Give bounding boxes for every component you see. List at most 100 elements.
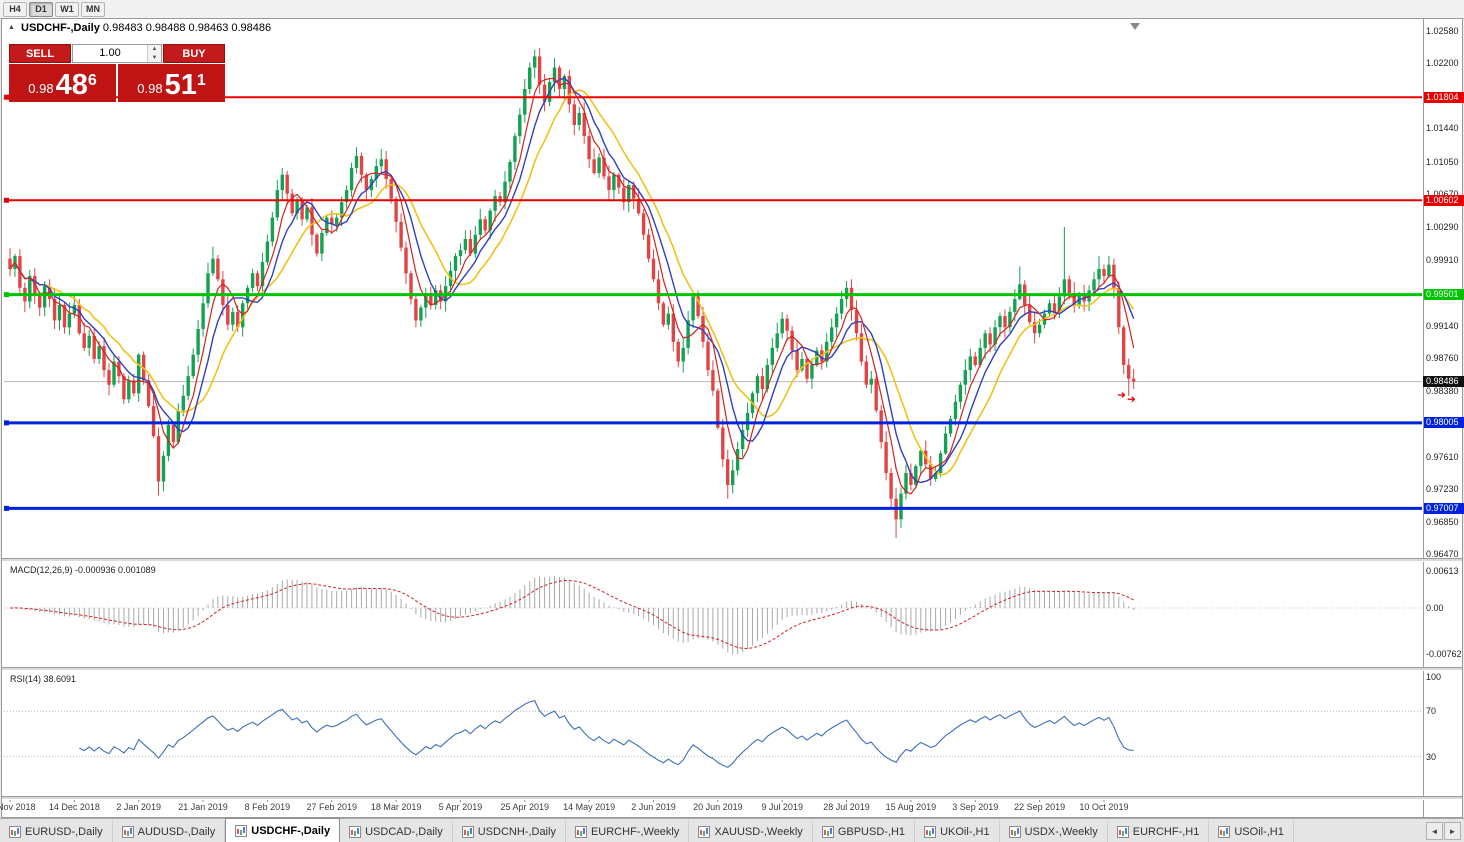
price-tick-label: 0.97230	[1426, 484, 1459, 495]
trade-panel-prices: 0.98 48 6 0.98 51 1	[9, 64, 225, 102]
timeframe-button-h4[interactable]: H4	[3, 1, 27, 17]
date-label: 28 Jul 2019	[823, 802, 870, 812]
chart-icon	[1116, 825, 1129, 838]
macd-indicator-label: MACD(12,26,9) -0.000936 0.001089	[10, 565, 156, 575]
price-tick-label: 1.00290	[1426, 221, 1459, 232]
price-tick-label: 1.02580	[1426, 25, 1459, 36]
chart-tab-label: EURCHF-,H1	[1132, 825, 1200, 838]
chart-tab-usdx-weekly[interactable]: USDX-,Weekly	[1000, 821, 1108, 842]
date-label: 27 Feb 2019	[306, 802, 358, 812]
tabs-scroll-left-button[interactable]: ◄	[1426, 822, 1443, 840]
macd-axis-label: -0.00762	[1426, 648, 1462, 659]
chart-tab-label: GBPUSD-,H1	[837, 825, 906, 838]
chart-tab-eurusd-daily[interactable]: EURUSD-,Daily	[0, 821, 113, 842]
level-anchor-handle	[4, 420, 9, 426]
date-label: 20 Jun 2019	[693, 802, 743, 812]
trade-panel-controls: SELL 1.00 ▲ ▼ BUY	[9, 44, 225, 63]
sell-price-pips: 48	[55, 69, 88, 101]
chart-icon	[574, 825, 587, 838]
price-tick-label: 1.02200	[1426, 58, 1459, 69]
chart-canvas[interactable]	[2, 19, 1462, 817]
sell-arrow-marker	[1127, 396, 1136, 403]
chart-tab-label: USDCNH-,Daily	[477, 825, 556, 838]
chart-tab-eurchf-weekly[interactable]: EURCHF-,Weekly	[566, 821, 690, 842]
chart-tab-xauusd-weekly[interactable]: XAUUSD-,Weekly	[689, 821, 813, 842]
timeframe-button-mn[interactable]: MN	[81, 1, 105, 17]
chart-tab-gbpusd-h1[interactable]: GBPUSD-,H1	[813, 821, 916, 842]
one-click-trading-panel: SELL 1.00 ▲ ▼ BUY 0.98 48 6 0.98 51 1	[9, 44, 225, 102]
rsi-axis-label: 70	[1426, 706, 1437, 717]
date-label: 2 Jun 2019	[631, 802, 676, 812]
buy-price-display[interactable]: 0.98 51 1	[118, 64, 225, 102]
rsi-indicator-label: RSI(14) 38.6091	[10, 674, 77, 684]
level-price-tag: 1.01804	[1423, 91, 1464, 103]
chart-icon	[924, 825, 937, 838]
level-anchor-handle	[4, 292, 9, 298]
date-label: 14 Dec 2018	[48, 802, 100, 812]
chart-tab-usdcnh-daily[interactable]: USDCNH-,Daily	[453, 821, 566, 842]
chart-tab-bar: EURUSD-,Daily AUDUSD-,Daily USDCHF-,Daily U…	[0, 818, 1464, 842]
chart-tab-label: USDCAD-,Daily	[365, 825, 443, 838]
sell-arrow-marker	[1117, 392, 1126, 398]
level-anchor-handle	[4, 505, 9, 511]
one-click-collapse-icon[interactable]: ▲	[8, 24, 15, 31]
volume-input[interactable]: 1.00 ▲ ▼	[72, 44, 162, 63]
date-label: 10 Oct 2019	[1079, 802, 1129, 812]
date-label: 18 Mar 2019	[370, 802, 422, 812]
panel-separator[interactable]	[2, 796, 1462, 800]
chart-icon	[1218, 825, 1231, 838]
date-label: 21 Jan 2019	[178, 802, 228, 812]
volume-value: 1.00	[99, 47, 121, 59]
chart-icon	[235, 824, 248, 837]
macd-signal-line	[9, 579, 1134, 650]
chart-icon	[821, 825, 834, 838]
chart-icon	[1008, 825, 1021, 838]
tab-scroll-controls: ◄ ►	[1426, 822, 1464, 842]
chart-tab-label: EURCHF-,Weekly	[590, 825, 680, 838]
timeframe-button-d1[interactable]: D1	[29, 1, 53, 17]
chart-tab-eurchf-h1[interactable]: EURCHF-,H1	[1108, 821, 1210, 842]
chart-tab-audusd-daily[interactable]: AUDUSD-,Daily	[113, 821, 226, 842]
rsi-axis-label: 30	[1426, 751, 1437, 762]
chart-title: ▲ USDCHF-,Daily 0.98483 0.98488 0.98463 …	[8, 22, 271, 34]
price-tick-label: 0.99910	[1426, 254, 1459, 265]
buy-button[interactable]: BUY	[163, 44, 225, 63]
price-tick-label: 0.99140	[1426, 320, 1459, 331]
chart-tab-label: USDCHF-,Daily	[251, 824, 331, 837]
tabs-scroll-right-button[interactable]: ►	[1444, 822, 1461, 840]
chart-tab-label: AUDUSD-,Daily	[137, 825, 216, 838]
chart-icon	[461, 825, 474, 838]
level-anchor-handle	[4, 197, 9, 203]
level-price-tag: 0.97007	[1423, 502, 1464, 514]
price-tick-label: 1.00670	[1426, 189, 1459, 199]
chart-tab-usdchf-daily[interactable]: USDCHF-,Daily	[225, 818, 341, 842]
price-tick-label: 1.01440	[1426, 123, 1459, 134]
spinner-down-icon[interactable]: ▼	[148, 53, 161, 62]
panel-separator[interactable]	[2, 558, 1462, 562]
chart-tab-label: USOil-,H1	[1234, 825, 1284, 838]
buy-price-point: 1	[196, 72, 206, 89]
chart-tab-usdcad-daily[interactable]: USDCAD-,Daily	[340, 821, 453, 842]
date-label: 8 Feb 2019	[244, 802, 291, 812]
sell-price-main: 0.98	[28, 81, 54, 96]
date-label: 22 Sep 2019	[1014, 802, 1066, 812]
current-price-tag: 0.98486	[1423, 376, 1464, 388]
spinner-up-icon[interactable]: ▲	[148, 45, 161, 54]
timeframe-button-w1[interactable]: W1	[55, 1, 79, 17]
level-price-tag: 1.00602	[1423, 194, 1464, 206]
price-tick-label: 0.96470	[1426, 549, 1459, 560]
rsi-axis-label: 100	[1426, 672, 1442, 682]
chart-tab-ukoil-h1[interactable]: UKOil-,H1	[915, 821, 1000, 842]
chart-icon	[121, 825, 134, 838]
level-price-tag: 0.99501	[1423, 289, 1464, 301]
date-label: 5 Apr 2019	[438, 802, 483, 812]
chart-tab-usoil-h1[interactable]: USOil-,H1	[1209, 821, 1294, 842]
chart-shift-marker[interactable]	[1130, 23, 1140, 30]
sell-button[interactable]: SELL	[9, 44, 71, 63]
panel-separator[interactable]	[2, 667, 1462, 671]
sell-price-display[interactable]: 0.98 48 6	[9, 64, 116, 102]
buy-price-pips: 51	[164, 69, 197, 101]
chart-tab-label: UKOil-,H1	[940, 825, 990, 838]
price-tick-label: 0.97610	[1426, 451, 1459, 462]
volume-spinner: ▲ ▼	[147, 45, 161, 62]
